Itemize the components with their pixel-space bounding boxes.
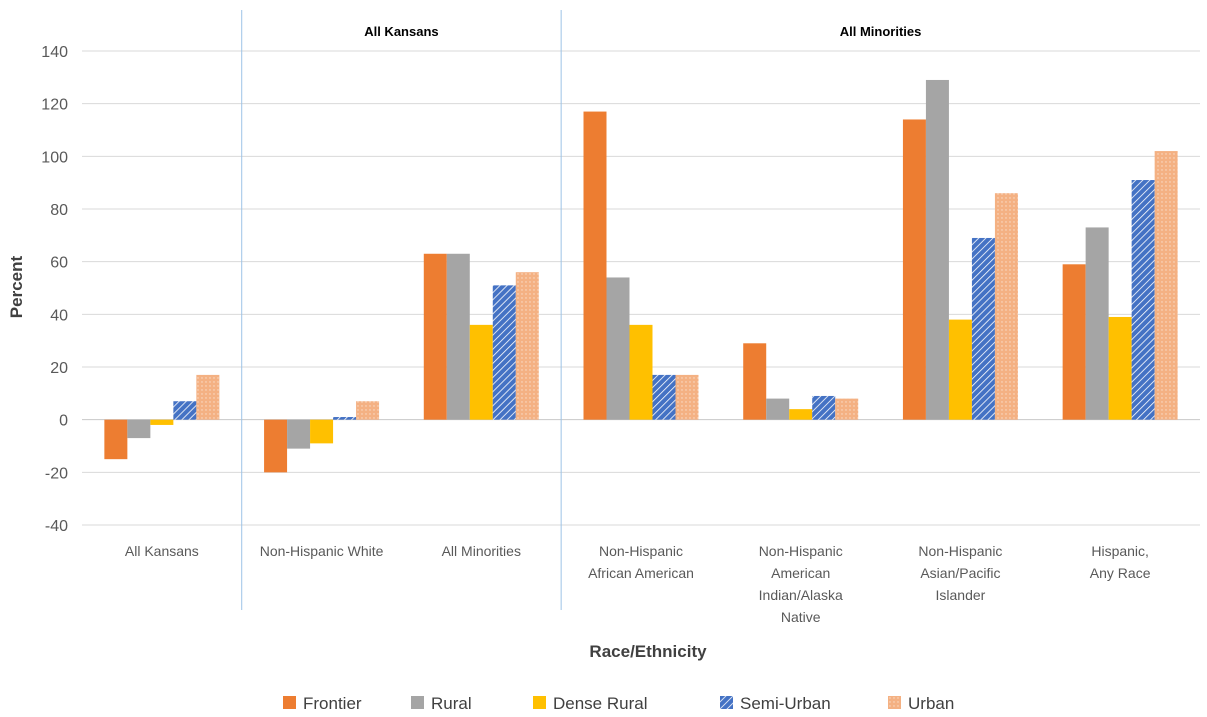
x-tick-label: Hispanic, Any Race <box>1090 543 1151 581</box>
bar-urban <box>995 193 1018 419</box>
y-tick-label: 80 <box>50 202 68 219</box>
bar-rural <box>766 399 789 420</box>
bar-urban <box>196 375 219 420</box>
y-tick-label: 20 <box>50 360 68 377</box>
bar-dense-rural <box>949 320 972 420</box>
bar-urban <box>516 272 539 419</box>
bar-dense-rural <box>310 420 333 444</box>
x-tick-label: Non-Hispanic Asian/Pacific Islander <box>918 543 1002 603</box>
bar-semi-urban <box>173 401 196 419</box>
y-tick-label: 120 <box>41 97 68 114</box>
bar-urban <box>676 375 699 420</box>
bar-rural <box>607 277 630 419</box>
bar-rural <box>287 420 310 449</box>
legend-label: Frontier <box>303 694 362 713</box>
x-tick-label: Non-Hispanic African American <box>588 543 694 581</box>
bar-frontier <box>104 420 127 460</box>
bar-frontier <box>1063 264 1086 419</box>
bar-rural <box>926 80 949 420</box>
legend-swatch <box>533 696 546 709</box>
y-tick-label: 60 <box>50 255 68 272</box>
bar-dense-rural <box>150 420 173 425</box>
group-labels: All Kansans All Minorities <box>364 24 921 39</box>
y-tick-label: -40 <box>45 518 68 535</box>
y-axis-ticks: -40 -20 0 20 40 60 80 100 120 140 <box>41 44 68 535</box>
bar-frontier <box>743 343 766 419</box>
y-tick-label: 100 <box>41 149 68 166</box>
x-axis-ticks: All Kansans Non-Hispanic White All Minorit… <box>125 543 1151 625</box>
legend-swatch <box>720 696 733 709</box>
bar-frontier <box>903 119 926 419</box>
x-axis-label: Race/Ethnicity <box>589 642 707 661</box>
bar-semi-urban <box>653 375 676 420</box>
bar-semi-urban <box>493 285 516 419</box>
bar-semi-urban <box>972 238 995 420</box>
x-tick-label: All Kansans <box>125 543 199 559</box>
bar-dense-rural <box>789 409 812 420</box>
bar-dense-rural <box>630 325 653 420</box>
y-tick-label: 40 <box>50 307 68 324</box>
x-tick-label: All Minorities <box>442 543 521 559</box>
y-axis-label: Percent <box>7 255 26 318</box>
bar-semi-urban <box>333 417 356 420</box>
legend: Frontier Rural Dense Rural Semi-Urban Urban <box>283 694 954 713</box>
y-tick-label: 140 <box>41 44 68 61</box>
legend-swatch <box>411 696 424 709</box>
legend-label: Semi-Urban <box>740 694 831 713</box>
bar-urban <box>835 399 858 420</box>
bar-rural <box>1086 227 1109 419</box>
legend-swatch <box>283 696 296 709</box>
bar-rural <box>127 420 150 438</box>
bar-urban <box>356 401 379 419</box>
bar-semi-urban <box>812 396 835 420</box>
bar-dense-rural <box>470 325 493 420</box>
legend-label: Dense Rural <box>553 694 648 713</box>
bars <box>104 80 1177 472</box>
bar-frontier <box>584 112 607 420</box>
y-tick-label: 0 <box>59 413 68 430</box>
bar-rural <box>447 254 470 420</box>
legend-swatch <box>888 696 901 709</box>
gridlines <box>82 51 1200 525</box>
legend-label: Urban <box>908 694 954 713</box>
x-tick-label: Non-Hispanic American Indian/Alaska Native <box>759 543 843 625</box>
group-label: All Minorities <box>840 24 922 39</box>
bar-urban <box>1155 151 1178 420</box>
legend-label: Rural <box>431 694 472 713</box>
bar-dense-rural <box>1109 317 1132 420</box>
bar-semi-urban <box>1132 180 1155 420</box>
group-label: All Kansans <box>364 24 438 39</box>
bar-frontier <box>424 254 447 420</box>
x-tick-label: Non-Hispanic White <box>260 543 384 559</box>
y-tick-label: -20 <box>45 465 68 482</box>
bar-frontier <box>264 420 287 473</box>
